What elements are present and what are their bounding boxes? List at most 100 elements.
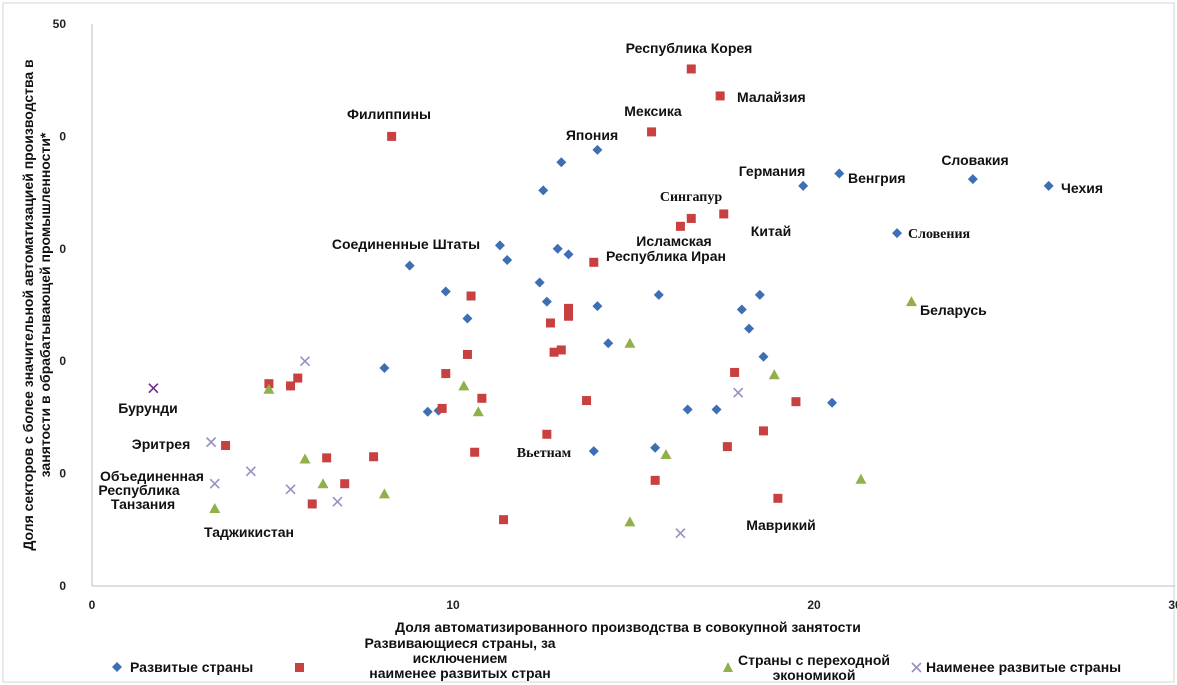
point-square — [686, 64, 696, 74]
y-axis-title-line-1: Доля секторов с более значительной автом… — [20, 59, 36, 551]
data-points — [148, 64, 1054, 539]
point-square — [307, 499, 317, 509]
point-x — [675, 528, 686, 539]
point-square — [221, 441, 231, 450]
point-square — [542, 429, 552, 439]
point-diamond — [682, 404, 693, 415]
point-square — [647, 127, 657, 137]
point-square — [499, 515, 509, 525]
country-label: Исламская — [636, 233, 711, 249]
legend-label-transition-line-2: экономикой — [773, 667, 856, 683]
point-triangle — [768, 369, 780, 380]
x-tick-label: 20 — [807, 598, 821, 612]
y-tick-labels: 0 0 0 0 0 50 — [53, 17, 67, 593]
point-square — [758, 426, 768, 436]
country-label: Вьетнам — [517, 446, 572, 461]
legend: Развитые страны Развивающиеся страны, за… — [112, 635, 1121, 683]
country-label: Малайзия — [737, 89, 806, 105]
country-label: Республика Корея — [626, 40, 753, 56]
point-square — [686, 213, 696, 223]
point-diamond — [592, 144, 603, 155]
point-x — [332, 496, 343, 507]
country-label: Словакия — [941, 152, 1008, 168]
point-x — [299, 356, 311, 367]
y-tick-label: 50 — [53, 17, 67, 31]
point-diamond — [967, 174, 978, 185]
country-label: Венгрия — [848, 170, 906, 186]
point-diamond — [892, 228, 903, 239]
country-label: Соединенные Штаты — [332, 236, 480, 252]
country-label: Танзания — [111, 496, 175, 512]
point-diamond — [552, 243, 563, 254]
x-axis-title: Доля автоматизированного производства в … — [395, 619, 861, 635]
point-diamond — [563, 249, 574, 260]
point-square — [556, 345, 566, 355]
country-label: Чехия — [1061, 180, 1103, 196]
point-diamond — [744, 323, 755, 334]
point-square — [466, 291, 476, 301]
point-diamond — [404, 260, 415, 271]
country-label: Филиппины — [347, 106, 431, 122]
point-square — [477, 393, 487, 403]
country-label: Китай — [751, 223, 791, 239]
point-triangle — [263, 383, 275, 394]
point-square — [564, 311, 574, 321]
point-square — [369, 452, 379, 462]
x-tick-label: 30 — [1168, 598, 1177, 612]
legend-marker-triangle — [723, 662, 733, 672]
point-square — [441, 369, 451, 379]
point-triangle — [299, 453, 311, 464]
legend-marker-x — [911, 662, 922, 673]
point-square — [719, 209, 729, 219]
country-label: Эритрея — [132, 436, 190, 452]
point-square — [470, 447, 480, 457]
point-diamond — [440, 286, 451, 297]
point-triangle — [624, 516, 636, 527]
country-label: Словения — [908, 227, 971, 242]
point-square — [387, 131, 397, 141]
legend-item-developed: Развитые страны — [112, 659, 253, 675]
point-diamond — [502, 255, 513, 266]
legend-marker-square — [295, 663, 304, 672]
y-tick-label: 0 — [59, 354, 66, 368]
point-x — [148, 383, 159, 394]
legend-label-transition-line-1: Страны с переходной — [738, 652, 890, 668]
point-square — [264, 379, 274, 389]
point-triangle — [378, 488, 390, 499]
country-label: Бурунди — [118, 400, 178, 416]
point-square — [582, 396, 592, 406]
point-diamond — [462, 313, 473, 324]
point-diamond — [798, 180, 809, 191]
point-diamond — [422, 406, 433, 417]
country-labels: Бурунди Эритрея ОбъединеннаяРеспубликаТанз… — [98, 40, 1103, 540]
point-diamond — [827, 397, 838, 408]
x-tick-label: 0 — [89, 598, 96, 612]
point-diamond — [736, 304, 747, 315]
point-triangle — [660, 448, 672, 459]
point-triangle — [458, 380, 470, 391]
point-square — [722, 442, 732, 452]
country-label: Япония — [566, 127, 618, 143]
point-triangle — [624, 337, 636, 348]
country-label: Республика — [98, 482, 179, 498]
point-square — [293, 373, 303, 383]
point-diamond — [754, 289, 765, 300]
point-triangle — [209, 502, 221, 513]
point-x — [245, 466, 256, 477]
point-square — [715, 91, 725, 101]
y-tick-label: 0 — [59, 242, 66, 256]
point-square — [773, 493, 783, 503]
point-diamond — [711, 404, 722, 415]
y-tick-label: 0 — [59, 129, 66, 143]
point-diamond — [538, 185, 549, 196]
point-square — [286, 381, 296, 391]
country-label: Мексика — [624, 103, 682, 119]
point-square — [730, 367, 740, 377]
point-diamond — [494, 240, 505, 251]
point-square — [589, 257, 599, 267]
x-tick-label: 10 — [446, 598, 460, 612]
legend-label-developing-line-1: Развивающиеся страны, за — [364, 635, 555, 651]
